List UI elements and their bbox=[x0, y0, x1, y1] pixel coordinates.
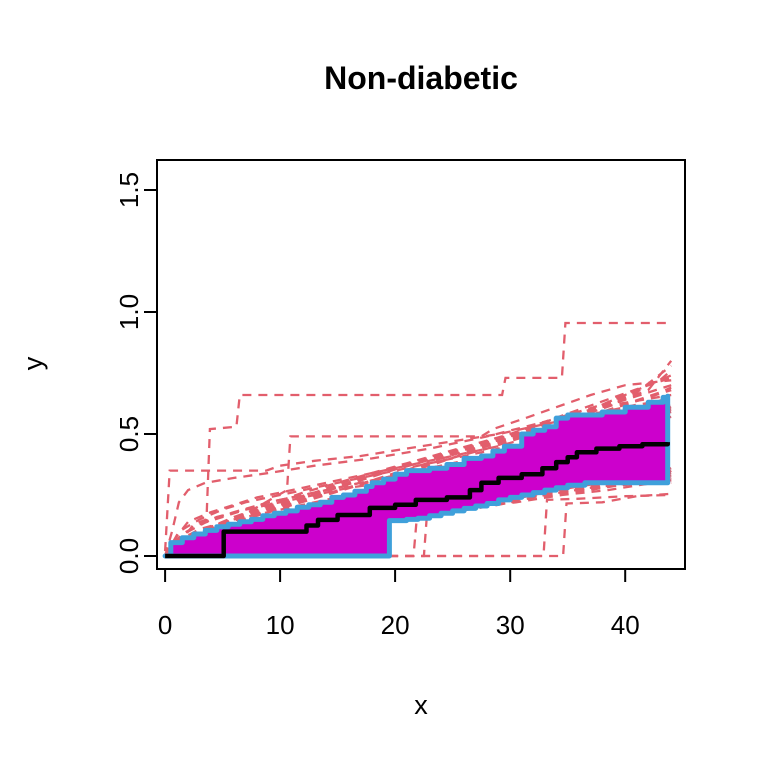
sample-curve bbox=[164, 396, 672, 557]
median-curve bbox=[165, 441, 670, 559]
x-tick-label: 30 bbox=[496, 610, 525, 640]
x-tick-label: 20 bbox=[381, 610, 410, 640]
x-tick-label: 40 bbox=[611, 610, 640, 640]
y-tick-label: 0.5 bbox=[114, 416, 144, 452]
sample-curve bbox=[163, 398, 672, 552]
sample-curve bbox=[163, 374, 672, 557]
y-tick-label: 1.5 bbox=[114, 172, 144, 208]
plot-frame bbox=[156, 159, 686, 570]
central-band bbox=[162, 393, 671, 559]
y-tick-label: 1.0 bbox=[114, 294, 144, 330]
chart-title: Non-diabetic bbox=[324, 60, 518, 96]
y-axis-title: y bbox=[18, 356, 48, 371]
x-axis-title: x bbox=[414, 690, 428, 720]
x-tick-label: 10 bbox=[266, 610, 295, 640]
sample-curve bbox=[165, 492, 672, 558]
x-tick-label: 0 bbox=[158, 610, 172, 640]
y-tick-label: 0.0 bbox=[114, 538, 144, 574]
